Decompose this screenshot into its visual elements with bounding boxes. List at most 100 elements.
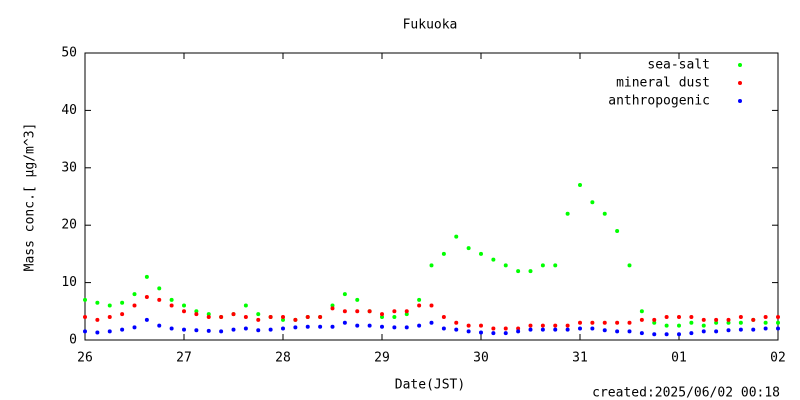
point	[144, 274, 149, 279]
point	[479, 251, 483, 256]
point	[342, 309, 347, 314]
point	[590, 326, 595, 331]
point	[256, 317, 261, 322]
x-tick-label: 30	[473, 351, 489, 366]
legend-marker	[738, 81, 742, 85]
point	[182, 327, 186, 332]
point	[194, 309, 199, 314]
point	[330, 303, 335, 308]
point	[714, 317, 719, 322]
point	[714, 329, 719, 334]
point	[615, 329, 620, 334]
point	[404, 312, 409, 317]
point	[516, 329, 521, 334]
point	[305, 315, 310, 320]
point	[169, 297, 174, 302]
x-tick-label: 29	[374, 351, 390, 366]
point	[182, 303, 186, 308]
point	[380, 312, 384, 317]
point	[219, 329, 224, 334]
point	[689, 315, 694, 320]
point	[231, 312, 236, 317]
x-tick-label: 01	[671, 351, 687, 366]
point	[268, 315, 273, 320]
point	[454, 327, 459, 332]
point	[454, 234, 459, 239]
point	[763, 315, 768, 320]
point	[677, 332, 681, 337]
point	[281, 317, 285, 322]
point	[441, 251, 446, 256]
point	[503, 331, 508, 336]
point	[677, 323, 681, 328]
point	[367, 309, 372, 314]
point	[639, 317, 644, 322]
point	[231, 327, 236, 332]
point	[95, 300, 100, 305]
point	[157, 297, 162, 302]
point	[194, 328, 199, 333]
point	[701, 329, 706, 334]
point	[776, 315, 780, 320]
point	[120, 300, 125, 305]
x-tick-label: 26	[77, 351, 93, 366]
point	[330, 306, 335, 311]
point	[243, 326, 248, 331]
legend-label: sea-salt	[647, 58, 710, 73]
point	[615, 228, 620, 233]
point	[132, 292, 137, 297]
y-tick-label: 50	[61, 46, 77, 61]
point	[194, 312, 199, 317]
point	[528, 323, 533, 328]
point	[417, 303, 422, 308]
point	[392, 315, 397, 320]
point	[429, 320, 434, 325]
point	[602, 320, 607, 325]
point	[268, 327, 273, 332]
point	[157, 323, 162, 328]
point	[243, 303, 248, 308]
point	[652, 317, 657, 322]
chart-title: Fukuoka	[403, 18, 458, 33]
point	[540, 323, 545, 328]
point	[590, 320, 595, 325]
point	[281, 326, 285, 331]
y-tick-label: 30	[61, 160, 77, 175]
point	[169, 303, 174, 308]
point	[578, 326, 582, 331]
point	[602, 328, 607, 333]
point	[763, 320, 768, 325]
point	[429, 303, 434, 308]
point	[281, 315, 285, 320]
point	[392, 309, 397, 314]
point	[206, 312, 211, 317]
point	[701, 323, 706, 328]
x-tick-label: 27	[176, 351, 192, 366]
point	[491, 331, 496, 336]
point	[404, 325, 409, 330]
point	[144, 294, 149, 299]
point	[491, 257, 496, 262]
point	[639, 309, 644, 314]
point	[95, 330, 100, 335]
point	[318, 315, 323, 320]
point	[664, 323, 669, 328]
point	[503, 326, 508, 331]
point	[342, 292, 347, 297]
point	[392, 325, 397, 330]
x-tick-label: 31	[572, 351, 588, 366]
point	[627, 263, 632, 268]
point	[528, 269, 533, 274]
y-tick-label: 10	[61, 275, 77, 290]
x-tick-label: 02	[770, 351, 786, 366]
point	[776, 320, 780, 325]
point	[417, 297, 422, 302]
point	[751, 317, 756, 322]
point	[293, 325, 298, 330]
point	[293, 317, 298, 322]
point	[503, 263, 508, 268]
point	[627, 329, 632, 334]
point	[355, 323, 360, 328]
point	[206, 328, 211, 333]
